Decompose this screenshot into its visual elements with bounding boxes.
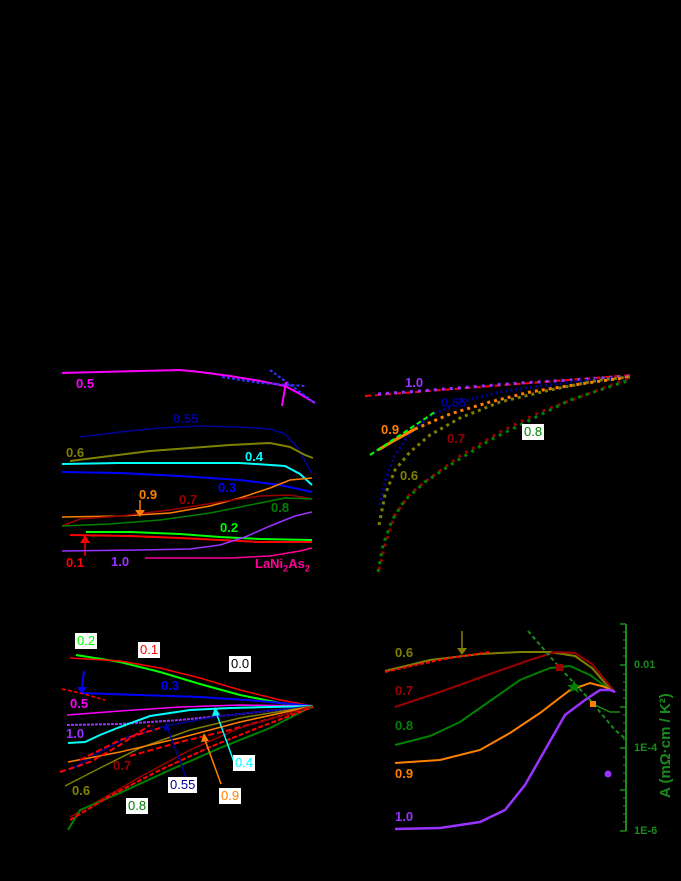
right-axis-tick-0.01: 0.01 [634, 659, 656, 671]
bl-label-0.4: 0.4 [233, 755, 256, 771]
right-axis-tick-1e-4: 1E-4 [634, 742, 658, 754]
tr-label-0.8: 0.8 [522, 424, 545, 440]
bl-label-0.2: 0.2 [75, 633, 98, 649]
bl-label-0.9: 0.9 [219, 788, 242, 804]
tl-label-0.8: 0.8 [271, 500, 290, 515]
tl-label-lani2as2: LaNi2As2 [255, 556, 310, 574]
tl-label-0.4: 0.4 [245, 449, 264, 464]
bl-label-0.1: 0.1 [138, 642, 161, 658]
marker-0.7 [556, 664, 563, 671]
bl-label-0.7: 0.7 [113, 758, 132, 773]
tl-label-0.6: 0.6 [66, 445, 85, 460]
bl-label-0.5: 0.5 [70, 696, 89, 711]
bl-label-0.0: 0.0 [229, 656, 252, 672]
bl-label-1.0: 1.0 [66, 726, 85, 741]
tl-label-0.9: 0.9 [139, 487, 158, 502]
bl-label-0.6: 0.6 [72, 783, 91, 798]
right-axis-tick-1e-6: 1E-6 [634, 825, 658, 837]
tr-label-1.0: 1.0 [405, 375, 424, 390]
tl-label-0.2: 0.2 [220, 520, 239, 535]
tr-label-0.9: 0.9 [381, 422, 400, 437]
tr-label-0.55: 0.55 [441, 395, 467, 410]
br-label-0.8: 0.8 [395, 718, 414, 733]
tl-label-1.0: 1.0 [111, 554, 130, 569]
tl-label-0.5: 0.5 [76, 376, 95, 391]
br-label-0.9: 0.9 [395, 766, 414, 781]
tl-label-0.7: 0.7 [179, 492, 198, 507]
tl-label-0.3: 0.3 [218, 480, 237, 495]
tr-label-0.6: 0.6 [400, 468, 419, 483]
bl-label-0.8: 0.8 [126, 798, 149, 814]
br-label-0.7: 0.7 [395, 683, 414, 698]
tr-label-0.7: 0.7 [447, 431, 466, 446]
br-label-1.0: 1.0 [395, 809, 414, 824]
tl-label-0.1: 0.1 [66, 555, 85, 570]
br-label-0.6: 0.6 [395, 645, 414, 660]
bl-label-0.3: 0.3 [161, 678, 180, 693]
tl-label-0.55: 0.55 [173, 411, 199, 426]
right-axis-title: A (mΩ·cm / K²) [657, 693, 674, 798]
bl-label-0.55: 0.55 [168, 777, 198, 793]
